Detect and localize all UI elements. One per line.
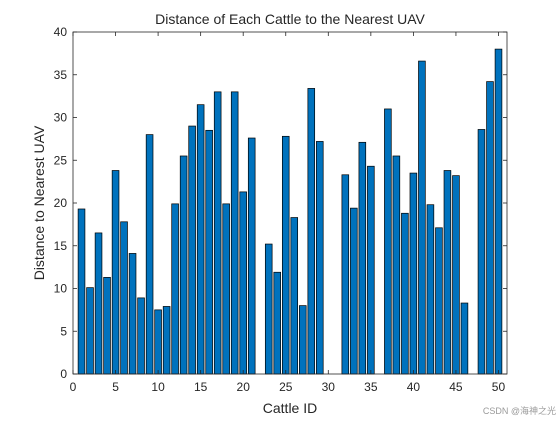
x-tick-label: 20 bbox=[237, 380, 251, 394]
y-tick-label: 10 bbox=[54, 282, 68, 296]
y-tick-label: 5 bbox=[60, 324, 67, 338]
bar-cattle-9 bbox=[145, 134, 154, 375]
bar-cattle-16 bbox=[205, 129, 213, 375]
x-tick-label: 35 bbox=[364, 380, 378, 394]
bar-cattle-11 bbox=[162, 306, 171, 375]
bar-cattle-43 bbox=[435, 227, 443, 375]
bar-cattle-24 bbox=[273, 271, 281, 375]
y-axis-title: Distance to Nearest UAV bbox=[31, 125, 47, 280]
bar-cattle-20 bbox=[239, 191, 247, 375]
y-tick-label: 30 bbox=[54, 111, 68, 125]
bar-cattle-3 bbox=[94, 232, 103, 375]
bar-cattle-40 bbox=[409, 172, 418, 375]
x-tick-label: 0 bbox=[70, 380, 77, 394]
bar-cattle-8 bbox=[137, 297, 145, 375]
bar-cattle-7 bbox=[128, 253, 137, 375]
bar-cattle-15 bbox=[196, 104, 205, 375]
x-tick-label: 30 bbox=[322, 380, 336, 394]
bar-cattle-41 bbox=[418, 60, 426, 375]
bar-cattle-10 bbox=[154, 309, 162, 375]
bar-cattle-29 bbox=[316, 141, 324, 375]
chart-title: Distance of Each Cattle to the Nearest U… bbox=[155, 11, 425, 27]
bar-cattle-48 bbox=[477, 129, 486, 375]
bar-cattle-42 bbox=[426, 204, 435, 375]
x-tick-label: 40 bbox=[407, 380, 421, 394]
y-tick-label: 35 bbox=[54, 68, 68, 82]
bar-cattle-45 bbox=[452, 175, 460, 375]
y-tick-label: 25 bbox=[54, 153, 68, 167]
y-tick-label: 15 bbox=[54, 239, 68, 253]
bar-cattle-23 bbox=[264, 243, 273, 375]
bar-cattle-2 bbox=[86, 287, 94, 375]
bar-cattle-6 bbox=[120, 221, 128, 375]
bar-cattle-14 bbox=[188, 125, 196, 375]
bar-cattle-49 bbox=[486, 81, 494, 375]
bar-cattle-27 bbox=[299, 305, 307, 375]
bar-cattle-32 bbox=[341, 174, 350, 375]
watermark: CSDN @海神之光 bbox=[483, 405, 556, 416]
x-tick-label: 50 bbox=[492, 380, 506, 394]
y-tick-label: 40 bbox=[54, 25, 68, 39]
bar-cattle-50 bbox=[494, 48, 503, 375]
bar-cattle-25 bbox=[281, 135, 290, 375]
plot-area bbox=[73, 32, 507, 374]
x-tick-label: 10 bbox=[151, 380, 165, 394]
bar-cattle-38 bbox=[392, 155, 401, 375]
bar-cattle-35 bbox=[367, 165, 375, 375]
bar-cattle-34 bbox=[358, 141, 367, 375]
bar-cattle-39 bbox=[401, 212, 409, 375]
bar-cattle-1 bbox=[77, 208, 86, 375]
bar-cattle-13 bbox=[179, 155, 188, 375]
bar-cattle-12 bbox=[171, 203, 179, 375]
bar-cattle-26 bbox=[290, 217, 299, 375]
bar-cattle-28 bbox=[307, 88, 316, 375]
x-tick-label: 5 bbox=[112, 380, 119, 394]
bar-cattle-33 bbox=[350, 207, 358, 375]
bar-cattle-46 bbox=[460, 302, 469, 375]
bar-cattle-21 bbox=[247, 137, 256, 375]
x-tick-label: 45 bbox=[449, 380, 463, 394]
bar-cattle-19 bbox=[230, 91, 239, 375]
bar-cattle-17 bbox=[213, 91, 222, 375]
bar-cattle-44 bbox=[443, 170, 452, 375]
axes-box bbox=[72, 31, 508, 375]
y-tick-label: 0 bbox=[60, 367, 67, 381]
bars-group bbox=[77, 48, 503, 375]
x-axis-title: Cattle ID bbox=[263, 400, 317, 416]
x-tick-label: 15 bbox=[194, 380, 208, 394]
ticks-group: 0 5 10 15 20 25 30 35 40 45 50 0 5 10 15 20 25 30 35 40 bbox=[54, 25, 507, 394]
bar-cattle-5 bbox=[111, 170, 120, 375]
bar-cattle-4 bbox=[103, 277, 111, 375]
bar-cattle-18 bbox=[222, 203, 230, 375]
bar-cattle-37 bbox=[384, 108, 392, 375]
y-tick-label: 20 bbox=[54, 196, 68, 210]
x-tick-label: 25 bbox=[279, 380, 293, 394]
